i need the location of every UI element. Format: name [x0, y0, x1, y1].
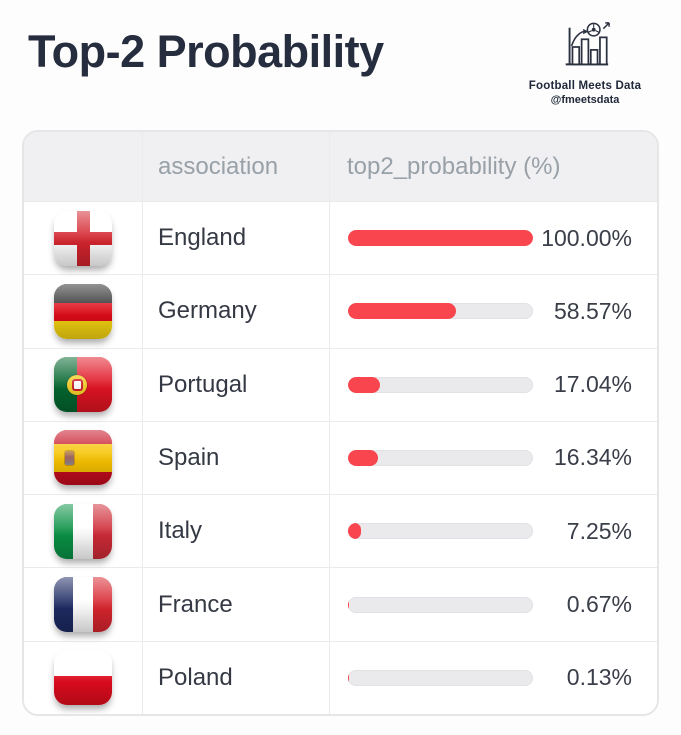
probability-bar-track — [348, 376, 533, 393]
table-row-spain: Spain 16.34% — [24, 420, 657, 495]
column-header-probability: top2_probability (%) — [347, 152, 561, 180]
association-name: England — [158, 224, 247, 252]
probability-bar-fill — [348, 449, 379, 466]
probability-bar-track — [348, 523, 533, 540]
table-header-row: association top2_probability (%) — [24, 132, 657, 201]
table-row-germany: Germany 58.57% — [24, 274, 657, 348]
table-row-france: France 0.67% — [24, 567, 657, 641]
probability-value: 100.00% — [541, 224, 632, 251]
table-row-portugal: Portugal 17.04% — [24, 347, 657, 421]
probability-table: association top2_probability (%) England… — [22, 130, 659, 716]
column-header-association: association — [143, 132, 330, 201]
spain-flag-icon — [54, 430, 112, 486]
probability-bar-track — [348, 449, 533, 466]
portugal-flag-icon — [54, 357, 112, 413]
probability-value: 16.34% — [553, 444, 632, 471]
probability-value: 0.13% — [566, 664, 632, 691]
probability-bar-track — [348, 303, 533, 320]
brand-handle: @fmeetsdata — [550, 94, 620, 106]
association-name: Portugal — [158, 370, 248, 398]
page-title: Top-2 Probability — [28, 26, 384, 77]
table-row-italy: Italy 7.25% — [24, 494, 657, 568]
brand-block: Football Meets Data @fmeetsdata — [505, 20, 665, 106]
probability-bar-fill — [348, 596, 350, 613]
probability-value: 7.25% — [566, 517, 632, 544]
poland-flag-icon — [54, 650, 112, 706]
probability-value: 0.67% — [566, 591, 632, 618]
france-flag-icon — [54, 577, 112, 633]
probability-bar-track — [348, 230, 533, 247]
probability-bar-fill — [348, 523, 362, 540]
probability-bar-track — [348, 669, 533, 686]
england-flag-icon — [54, 210, 112, 266]
football-meets-data-logo-icon — [565, 22, 610, 66]
probability-bar-fill — [348, 303, 457, 320]
probability-value: 17.04% — [553, 371, 632, 398]
probability-bar-fill — [348, 376, 380, 393]
brand-name: Football Meets Data — [528, 80, 642, 92]
probability-bar-fill — [348, 230, 533, 247]
association-name: Poland — [158, 663, 233, 691]
association-name: Spain — [158, 443, 220, 471]
italy-flag-icon — [54, 503, 112, 559]
probability-value: 58.57% — [553, 297, 632, 324]
association-name: Italy — [158, 517, 203, 545]
association-name: France — [158, 590, 233, 618]
column-header-flag — [24, 132, 143, 201]
association-name: Germany — [158, 297, 257, 325]
germany-flag-icon — [54, 283, 112, 339]
table-row-england: England 100.00% — [24, 201, 657, 275]
probability-bar-track — [348, 596, 533, 613]
table-row-poland: Poland 0.13% — [24, 640, 657, 714]
